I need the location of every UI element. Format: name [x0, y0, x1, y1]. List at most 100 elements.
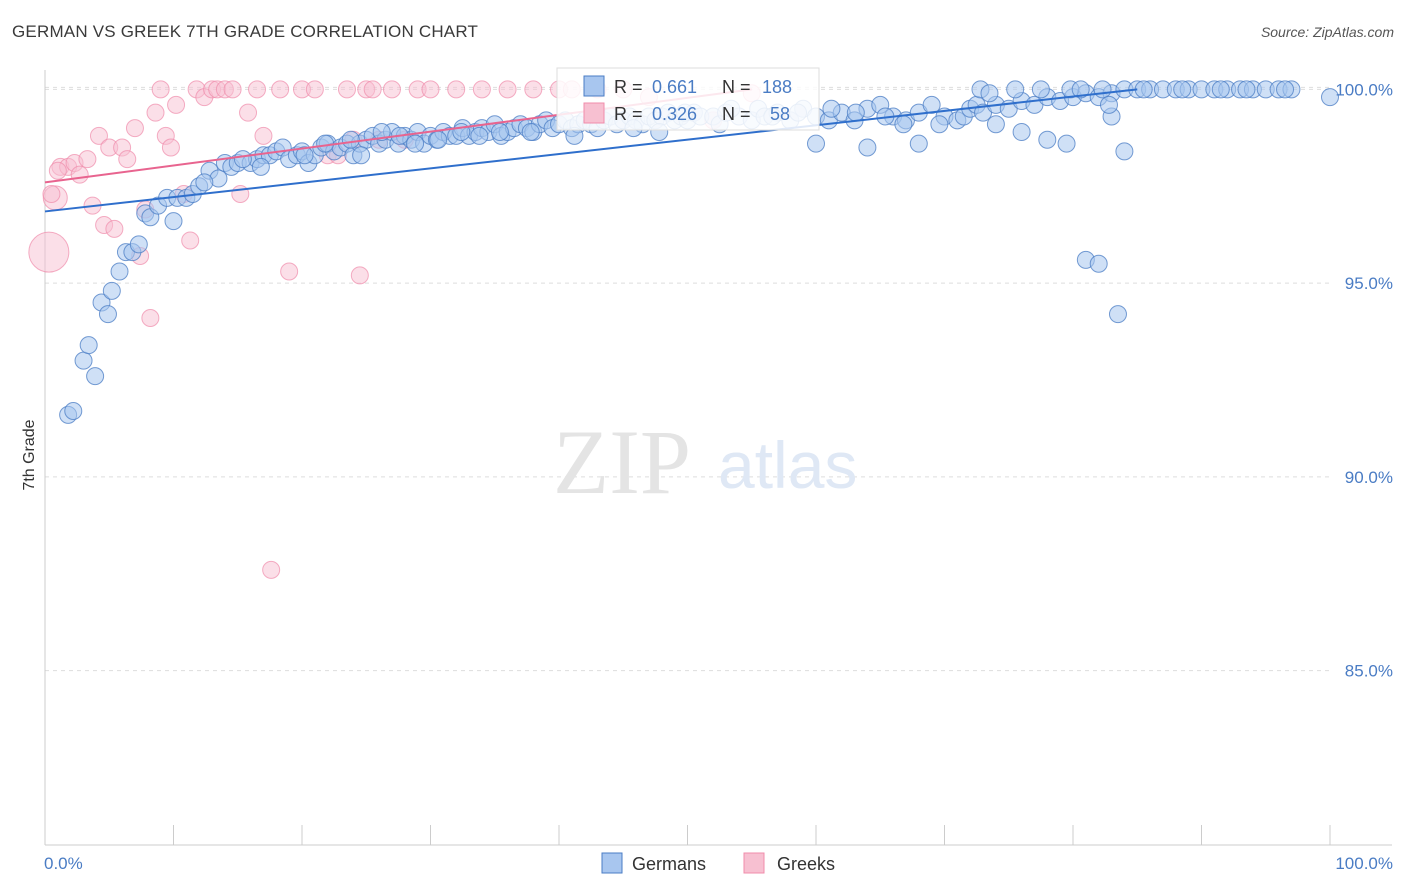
germans-point-2	[74, 351, 93, 370]
greeks-point-48	[382, 80, 401, 99]
germans-point-1	[64, 402, 83, 420]
germans-point-170	[1093, 80, 1112, 99]
greeks-point-33	[248, 80, 267, 99]
germans-point-151	[986, 115, 1005, 134]
greeks-point-39	[305, 80, 324, 99]
germans-point-154	[1057, 134, 1076, 153]
germans-point-188	[429, 130, 448, 149]
greeks-point-17	[141, 309, 160, 327]
greeks-point-0	[28, 231, 70, 273]
germans-points	[59, 80, 1339, 424]
germans-n-value: 188	[762, 77, 792, 97]
germans-point-195	[316, 134, 335, 153]
y-tick-labels: 85.0% 90.0% 95.0% 100.0%	[1335, 80, 1393, 680]
greeks-point-6	[78, 150, 97, 169]
grid-lines	[45, 86, 1330, 672]
germans-point-6	[98, 305, 117, 324]
germans-point-162	[1211, 80, 1230, 99]
germans-point-192	[352, 146, 371, 165]
greeks-point-46	[363, 80, 382, 99]
y-tick-label-0: 85.0%	[1345, 662, 1393, 681]
germans-point-196	[341, 130, 360, 149]
germans-point-147	[1321, 88, 1339, 107]
greeks-point-19	[151, 80, 170, 99]
germans-point-149	[858, 138, 877, 157]
germans-point-164	[1276, 80, 1295, 99]
greeks-point-13	[118, 150, 137, 169]
x-tick-labels: 0.0% 100.0%	[44, 854, 1393, 873]
germans-point-190	[470, 126, 489, 145]
greeks-point-44	[350, 266, 369, 285]
watermark: ZIP atlas	[553, 411, 857, 513]
germans-point-191	[490, 123, 509, 141]
greeks-point-55	[524, 80, 543, 99]
legend-greeks-swatch	[743, 852, 765, 874]
greeks-point-36	[271, 80, 290, 99]
germans-point-185	[930, 115, 949, 134]
greeks-swatch	[583, 102, 605, 124]
germans-r-label: R =	[614, 77, 643, 97]
y-axis-title: 7th Grade	[21, 419, 38, 490]
germans-point-161	[1173, 80, 1192, 99]
greeks-point-21	[161, 138, 180, 157]
germans-point-160	[1134, 80, 1153, 99]
greeks-point-22	[167, 95, 186, 114]
y-tick-label-1: 90.0%	[1345, 468, 1393, 487]
germans-point-194	[295, 146, 314, 165]
legend-germans-swatch	[601, 852, 623, 874]
greeks-point-51	[421, 80, 440, 99]
germans-swatch	[583, 75, 605, 97]
greeks-point-53	[472, 80, 491, 99]
greeks-point-8	[89, 126, 108, 145]
greeks-point-5	[70, 165, 89, 184]
stats-box: R = 0.661 N = 188 R = 0.326 N = 58	[556, 67, 820, 131]
x-tick-label-min: 0.0%	[44, 854, 83, 873]
greeks-r-value: 0.326	[652, 104, 697, 124]
legend-germans-label: Germans	[632, 854, 706, 874]
germans-point-171	[1099, 95, 1118, 114]
greeks-point-14	[125, 119, 144, 138]
germans-point-181	[822, 99, 841, 118]
germans-point-184	[894, 115, 913, 134]
y-tick-label-2: 95.0%	[1345, 274, 1393, 293]
germans-point-172	[980, 84, 999, 103]
germans-point-173	[521, 123, 540, 141]
greeks-point-11	[105, 219, 124, 238]
germans-point-169	[1071, 80, 1090, 99]
germans-point-158	[1115, 142, 1134, 161]
germans-point-148	[807, 134, 825, 153]
germans-point-152	[1012, 123, 1031, 141]
germans-point-197	[233, 150, 252, 169]
germans-point-159	[1108, 305, 1127, 324]
greeks-point-18	[146, 103, 165, 122]
greeks-point-63	[42, 185, 61, 203]
source-credit: Source: ZipAtlas.com	[1260, 24, 1394, 40]
greeks-point-52	[447, 80, 466, 99]
greeks-point-32	[239, 103, 258, 122]
germans-point-163	[1237, 80, 1256, 99]
legend-greeks-label: Greeks	[777, 854, 835, 874]
greeks-point-37	[280, 262, 299, 281]
greeks-point-34	[254, 126, 273, 145]
germans-point-193	[372, 123, 391, 141]
germans-point-3	[79, 336, 98, 355]
germans-point-167	[1031, 80, 1050, 99]
greeks-r-label: R =	[614, 104, 643, 124]
germans-point-116	[922, 95, 941, 114]
greeks-n-label: N =	[722, 104, 751, 124]
germans-point-11	[129, 235, 148, 254]
germans-point-156	[1089, 254, 1108, 273]
germans-point-8	[110, 262, 129, 281]
greeks-point-30	[223, 80, 242, 99]
germans-point-166	[1006, 80, 1025, 99]
germans-point-7	[102, 281, 121, 300]
germans-trend-line	[44, 88, 1138, 213]
watermark-atlas: atlas	[718, 428, 857, 502]
legend[interactable]: Germans Greeks	[601, 852, 835, 874]
germans-r-value: 0.661	[652, 77, 697, 97]
germans-point-187	[406, 134, 425, 153]
chart-title: GERMAN VS GREEK 7TH GRADE CORRELATION CH…	[12, 22, 479, 41]
greeks-point-54	[498, 80, 517, 99]
germans-point-4	[86, 367, 105, 386]
